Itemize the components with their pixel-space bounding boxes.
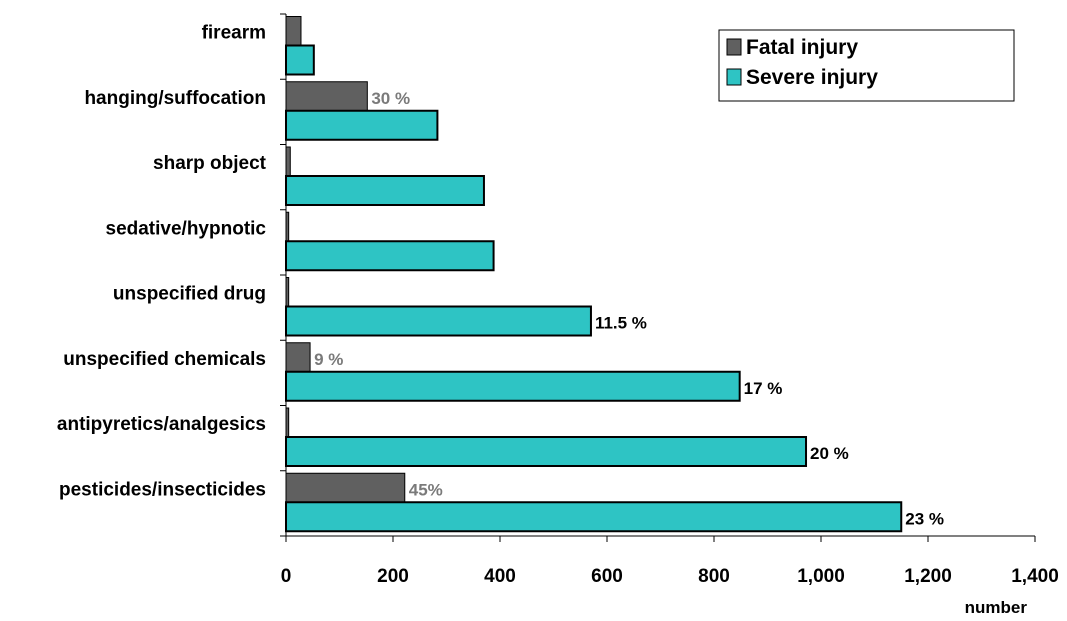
bar-fatal-firearm	[285, 16, 302, 46]
data-label-severe-pesticides-insecticides: 23 %	[905, 509, 944, 528]
category-label-pesticides-insecticides: pesticides/insecticides	[59, 479, 266, 500]
data-label-fatal-unspecified-chemicals: 9 %	[314, 350, 343, 369]
bar-severe-unspecified-chemicals	[285, 370, 741, 402]
category-label-sharp-object: sharp object	[153, 153, 267, 174]
legend-label-fatal-injury: Fatal injury	[746, 36, 858, 59]
category-label-firearm: firearm	[202, 23, 266, 44]
legend: Fatal injury Severe injury	[718, 29, 1015, 102]
legend-box	[718, 29, 1015, 102]
legend-swatch-severe-injury	[726, 68, 742, 86]
bar-fatal-sharp-object	[285, 146, 291, 177]
bar-severe-hanging-suffocation	[285, 109, 439, 141]
x-tick-label: 0	[281, 566, 292, 587]
bar-fatal-unspecified-chemicals	[285, 342, 311, 373]
axes-layer: firearm hanging/suffocation sharp object se…	[57, 13, 1059, 617]
x-axis-title: number	[965, 598, 1028, 617]
bar-severe-antipyretics-analgesics	[285, 436, 808, 467]
x-tick-label: 1,400	[1011, 566, 1059, 587]
x-tick-label: 800	[698, 566, 730, 587]
category-label-antipyretics-analgesics: antipyretics/analgesics	[57, 414, 266, 435]
data-label-fatal-hanging-suffocation: 30 %	[371, 89, 410, 108]
category-label-sedative-hypnotic: sedative/hypnotic	[106, 218, 267, 239]
bar-severe-sharp-object	[285, 175, 485, 206]
legend-swatch-fatal-injury	[726, 38, 742, 56]
legend-label-severe-injury: Severe injury	[746, 66, 878, 89]
category-label-unspecified-chemicals: unspecified chemicals	[63, 349, 266, 370]
category-label-hanging-suffocation: hanging/suffocation	[84, 88, 266, 109]
bars-layer: 30 % 11.5 % 9 % 17 % 20 % 45% 23 %	[285, 16, 944, 533]
data-label-severe-unspecified-drug: 11.5 %	[595, 314, 647, 333]
bar-severe-sedative-hypnotic	[285, 240, 495, 272]
x-tick-label: 600	[591, 566, 623, 587]
x-tick-label: 200	[377, 566, 409, 587]
bar-severe-pesticides-insecticides	[285, 501, 903, 533]
data-label-fatal-pesticides-insecticides: 45%	[409, 480, 443, 499]
x-tick-label: 1,200	[904, 566, 952, 587]
bar-fatal-pesticides-insecticides	[285, 472, 406, 503]
x-tick-label: 1,000	[797, 566, 845, 587]
bar-severe-firearm	[285, 44, 315, 76]
bar-fatal-hanging-suffocation	[285, 81, 368, 112]
x-tick-label: 400	[484, 566, 516, 587]
data-label-severe-unspecified-chemicals: 17 %	[744, 379, 783, 398]
bar-severe-unspecified-drug	[285, 305, 592, 337]
category-label-unspecified-drug: unspecified drug	[113, 284, 266, 305]
data-label-severe-antipyretics-analgesics: 20 %	[810, 444, 849, 463]
